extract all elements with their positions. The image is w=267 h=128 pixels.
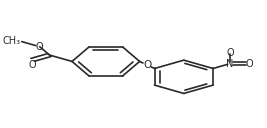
Text: O: O [246, 59, 253, 69]
Text: O: O [36, 42, 44, 52]
Text: O: O [143, 60, 151, 70]
Text: N: N [226, 59, 234, 69]
Text: CH₃: CH₃ [3, 36, 21, 46]
Text: O: O [226, 48, 234, 58]
Text: O: O [29, 60, 36, 71]
